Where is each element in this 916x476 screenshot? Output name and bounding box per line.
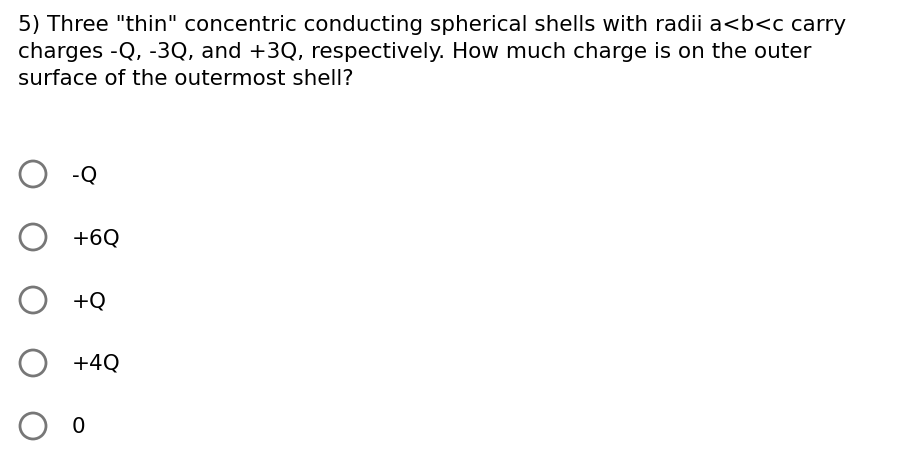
Text: +4Q: +4Q <box>72 353 121 373</box>
Text: 5) Three "thin" concentric conducting spherical shells with radii a<b<c carry
ch: 5) Three "thin" concentric conducting sp… <box>18 15 846 89</box>
Text: -Q: -Q <box>72 165 97 185</box>
Text: 0: 0 <box>72 416 85 436</box>
Text: +Q: +Q <box>72 290 107 310</box>
Text: +6Q: +6Q <box>72 228 121 248</box>
